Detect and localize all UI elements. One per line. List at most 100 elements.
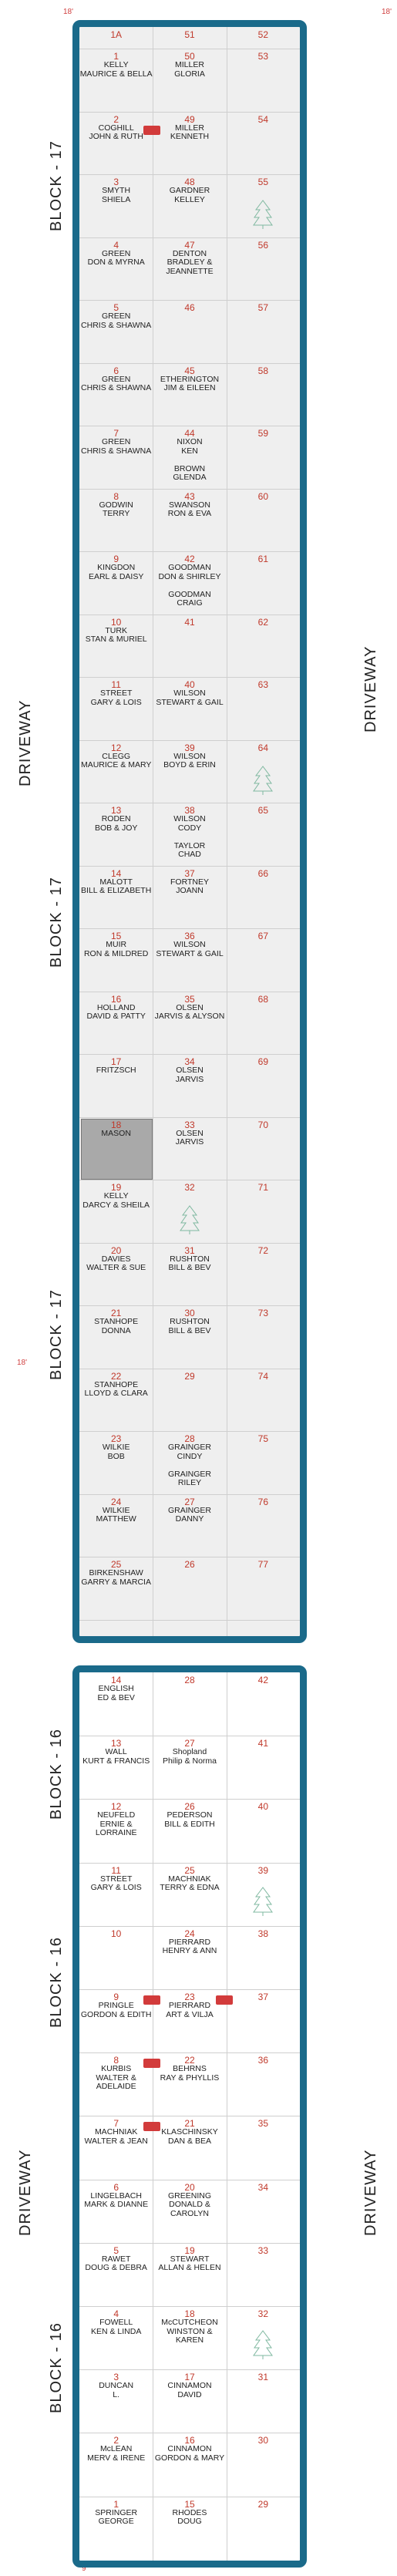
plot-cell[interactable]: 34 OLSEN JARVIS bbox=[153, 1054, 226, 1117]
plot-cell[interactable]: 11 STREET GARY & LOIS bbox=[79, 1863, 153, 1926]
plot-cell[interactable]: 21 STANHOPE DONNA bbox=[79, 1305, 153, 1369]
plot-cell[interactable]: 13 RODEN BOB & JOY bbox=[79, 803, 153, 866]
plot-cell[interactable]: 26 bbox=[153, 1557, 226, 1620]
plot-cell[interactable]: 12 CLEGG MAURICE & MARY bbox=[79, 740, 153, 803]
plot-cell[interactable]: 22 STANHOPE LLOYD & CLARA bbox=[79, 1369, 153, 1432]
plot-cell[interactable]: 31 RUSHTON BILL & BEV bbox=[153, 1243, 226, 1306]
plot-cell[interactable]: 29 bbox=[227, 2497, 300, 2560]
plot-cell[interactable]: 36 bbox=[227, 2052, 300, 2116]
plot-cell[interactable]: 49 MILLER KENNETH bbox=[153, 112, 226, 175]
plot-cell[interactable]: 9 PRINGLE GORDON & EDITH bbox=[79, 1989, 153, 2052]
plot-cell[interactable]: 37 bbox=[227, 1989, 300, 2052]
plot-cell[interactable]: 14 ENGLISH ED & BEV bbox=[79, 1672, 153, 1736]
plot-cell[interactable]: 58 bbox=[227, 363, 300, 426]
plot-cell[interactable]: 38 bbox=[227, 1926, 300, 1989]
plot-cell[interactable]: 6 LINGELBACH MARK & DIANNE bbox=[79, 2180, 153, 2243]
plot-cell[interactable]: 28 GRAINGER CINDY GRAINGER RILEY bbox=[153, 1431, 226, 1494]
plot-cell[interactable]: 70 bbox=[227, 1117, 300, 1180]
plot-cell[interactable]: 66 bbox=[227, 866, 300, 929]
plot-cell[interactable]: 39 bbox=[227, 1863, 300, 1926]
plot-cell[interactable]: 1 SPRINGER GEORGE bbox=[79, 2497, 153, 2560]
plot-cell[interactable]: 35 OLSEN JARVIS & ALYSON bbox=[153, 992, 226, 1055]
plot-cell[interactable]: 47 DENTON BRADLEY & JEANNETTE bbox=[153, 237, 226, 301]
plot-cell[interactable]: 53 bbox=[227, 49, 300, 112]
plot-cell[interactable]: 39 WILSON BOYD & ERIN bbox=[153, 740, 226, 803]
plot-cell[interactable]: 64 bbox=[227, 740, 300, 803]
plot-cell[interactable]: 44 NIXON KEN BROWN GLENDA bbox=[153, 426, 226, 489]
header-plot-1A[interactable]: 1A bbox=[79, 27, 153, 49]
plot-cell[interactable]: 42 GOODMAN DON & SHIRLEY GOODMAN CRAIG bbox=[153, 551, 226, 615]
plot-cell[interactable]: 20 DAVIES WALTER & SUE bbox=[79, 1243, 153, 1306]
plot-cell[interactable]: 8 GODWIN TERRY bbox=[79, 489, 153, 552]
plot-cell[interactable]: 41 bbox=[153, 615, 226, 678]
plot-cell[interactable]: 63 bbox=[227, 677, 300, 740]
plot-cell[interactable]: 21 KLASCHINSKY DAN & BEA bbox=[153, 2116, 226, 2179]
plot-cell[interactable]: 7 GREEN CHRIS & SHAWNA bbox=[79, 426, 153, 489]
plot-cell[interactable]: 23 PIERRARD ART & VILJA bbox=[153, 1989, 226, 2052]
plot-cell[interactable]: 54 bbox=[227, 112, 300, 175]
plot-cell[interactable]: 13 WALL KURT & FRANCIS bbox=[79, 1736, 153, 1799]
plot-cell[interactable]: 10 bbox=[79, 1926, 153, 1989]
plot-cell[interactable]: 16 CINNAMON GORDON & MARY bbox=[153, 2433, 226, 2496]
plot-cell[interactable]: 34 bbox=[227, 2180, 300, 2243]
plot-cell[interactable]: 42 bbox=[227, 1672, 300, 1736]
plot-cell[interactable]: 5 GREEN CHRIS & SHAWNA bbox=[79, 300, 153, 363]
plot-cell[interactable]: 74 bbox=[227, 1369, 300, 1432]
plot-cell[interactable]: 16 HOLLAND DAVID & PATTY bbox=[79, 992, 153, 1055]
plot-cell[interactable]: 33 bbox=[227, 2243, 300, 2306]
plot-cell[interactable]: 1 KELLY MAURICE & BELLA bbox=[79, 49, 153, 112]
plot-cell[interactable]: 46 bbox=[153, 300, 226, 363]
plot-cell[interactable]: 18 MASON bbox=[79, 1117, 153, 1180]
plot-cell[interactable]: 45 ETHERINGTON JIM & EILEEN bbox=[153, 363, 226, 426]
plot-cell[interactable]: 40 WILSON STEWART & GAIL bbox=[153, 677, 226, 740]
plot-cell[interactable]: 62 bbox=[227, 615, 300, 678]
plot-cell[interactable]: 50 MILLER GLORIA bbox=[153, 49, 226, 112]
plot-cell[interactable]: 17 FRITZSCH bbox=[79, 1054, 153, 1117]
plot-cell[interactable]: 72 bbox=[227, 1243, 300, 1306]
plot-cell[interactable]: 7 MACHNIAK WALTER & JEAN bbox=[79, 2116, 153, 2179]
plot-cell[interactable]: 5 RAWET DOUG & DEBRA bbox=[79, 2243, 153, 2306]
plot-cell[interactable]: 3 SMYTH SHIELA bbox=[79, 174, 153, 237]
plot-cell[interactable]: 67 bbox=[227, 928, 300, 992]
plot-cell[interactable]: 4 GREEN DON & MYRNA bbox=[79, 237, 153, 301]
plot-cell[interactable]: 28 bbox=[153, 1672, 226, 1736]
plot-cell[interactable]: 25 BIRKENSHAW GARRY & MARCIA bbox=[79, 1557, 153, 1620]
plot-cell[interactable]: 24 WILKIE MATTHEW bbox=[79, 1494, 153, 1557]
plot-cell[interactable]: 31 bbox=[227, 2369, 300, 2433]
plot-cell[interactable]: 61 bbox=[227, 551, 300, 615]
plot-cell[interactable]: 35 bbox=[227, 2116, 300, 2179]
plot-cell[interactable]: 60 bbox=[227, 489, 300, 552]
plot-cell[interactable]: 38 WILSON CODY TAYLOR CHAD bbox=[153, 803, 226, 866]
plot-cell[interactable]: 23 WILKIE BOB bbox=[79, 1431, 153, 1494]
plot-cell[interactable]: 18 McCUTCHEON WINSTON & KAREN bbox=[153, 2306, 226, 2369]
plot-cell[interactable]: 65 bbox=[227, 803, 300, 866]
plot-cell[interactable]: 15 MUIR RON & MILDRED bbox=[79, 928, 153, 992]
plot-cell[interactable]: 68 bbox=[227, 992, 300, 1055]
plot-cell[interactable]: 32 bbox=[227, 2306, 300, 2369]
plot-cell[interactable]: 32 bbox=[153, 1180, 226, 1243]
plot-cell[interactable]: 11 STREET GARY & LOIS bbox=[79, 677, 153, 740]
plot-cell[interactable]: 76 bbox=[227, 1494, 300, 1557]
plot-cell[interactable]: 9 KINGDON EARL & DAISY bbox=[79, 551, 153, 615]
plot-cell[interactable]: 10 TURK STAN & MURIEL bbox=[79, 615, 153, 678]
plot-cell[interactable]: 30 bbox=[227, 2433, 300, 2496]
plot-cell[interactable]: 27 GRAINGER DANNY bbox=[153, 1494, 226, 1557]
plot-cell[interactable]: 33 OLSEN JARVIS bbox=[153, 1117, 226, 1180]
plot-cell[interactable]: 8 KURBIS WALTER & ADELAIDE bbox=[79, 2052, 153, 2116]
plot-cell[interactable]: 27 Shopland Philip & Norma bbox=[153, 1736, 226, 1799]
plot-cell[interactable]: 57 bbox=[227, 300, 300, 363]
plot-cell[interactable]: 59 bbox=[227, 426, 300, 489]
plot-cell[interactable]: 55 bbox=[227, 174, 300, 237]
plot-cell[interactable]: 40 bbox=[227, 1799, 300, 1862]
plot-cell[interactable]: 69 bbox=[227, 1054, 300, 1117]
plot-cell[interactable]: 37 FORTNEY JOANN bbox=[153, 866, 226, 929]
plot-cell[interactable]: 2 McLEAN MERV & IRENE bbox=[79, 2433, 153, 2496]
plot-cell[interactable]: 3 DUNCAN L. bbox=[79, 2369, 153, 2433]
plot-cell[interactable]: 75 bbox=[227, 1431, 300, 1494]
plot-cell[interactable]: 24 PIERRARD HENRY & ANN bbox=[153, 1926, 226, 1989]
plot-cell[interactable]: 2 COGHILL JOHN & RUTH bbox=[79, 112, 153, 175]
plot-cell[interactable]: 26 PEDERSON BILL & EDITH bbox=[153, 1799, 226, 1862]
plot-cell[interactable]: 14 MALOTT BILL & ELIZABETH bbox=[79, 866, 153, 929]
plot-cell[interactable]: 22 BEHRNS RAY & PHYLLIS bbox=[153, 2052, 226, 2116]
plot-cell[interactable]: 19 KELLY DARCY & SHEILA bbox=[79, 1180, 153, 1243]
